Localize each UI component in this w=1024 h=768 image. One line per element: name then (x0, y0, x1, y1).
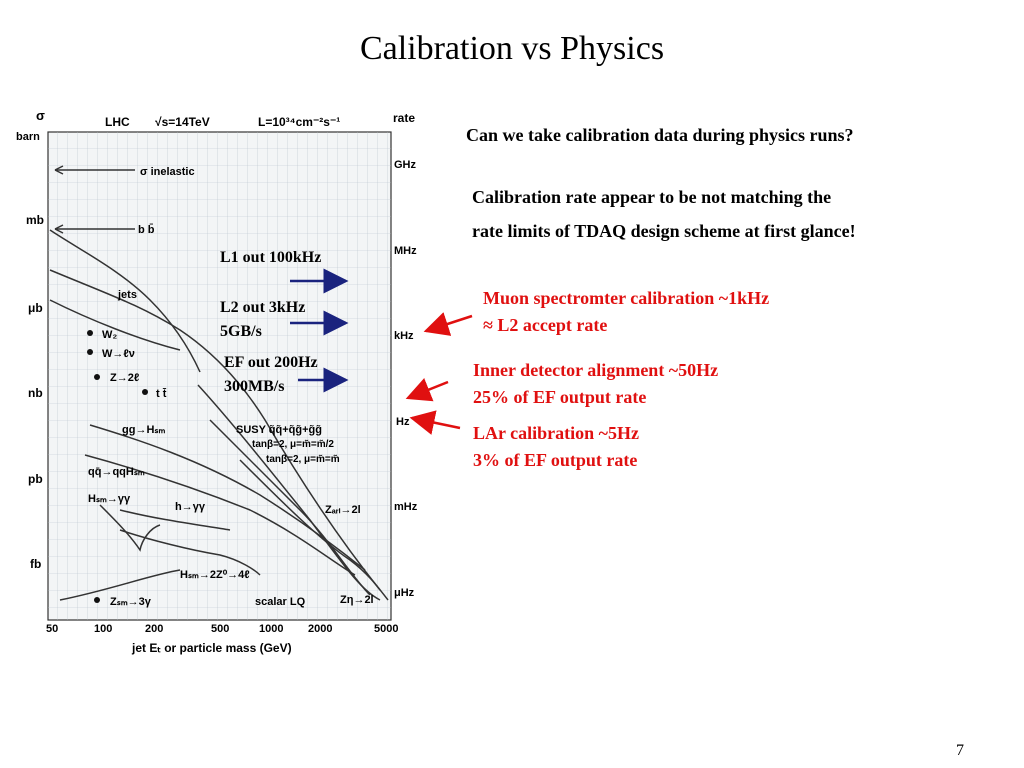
label-susy1: SUSY q̃q̃+q̃g̃+g̃g̃ (236, 424, 322, 436)
label-wz: W₂ (102, 329, 117, 341)
curve-hgg (119, 509, 231, 531)
label-hsmgg: Hₛₘ→γγ (88, 493, 131, 505)
sigma-label: σ (36, 108, 45, 123)
y-right-khz: kHz (394, 330, 414, 342)
x-tick-1000: 1000 (259, 623, 283, 635)
curve-h4l (119, 529, 261, 576)
question-text: Can we take calibration data during phys… (466, 125, 854, 145)
curve-qqh (84, 454, 356, 576)
ef-annotation-line2: 300MB/s (224, 378, 285, 395)
rate-label: rate (393, 111, 415, 125)
curve-z (49, 299, 181, 351)
label-inelastic: σ inelastic (140, 166, 195, 178)
y-left-ub: μb (28, 301, 43, 315)
label-wlnu: W→ℓν (102, 348, 135, 360)
y-right-mhz: MHz (394, 245, 417, 257)
label-scalarlq: scalar LQ (255, 596, 306, 608)
calib-line-1: Calibration rate appear to be not matchi… (472, 187, 832, 207)
lar-line-2: 3% of EF output rate (473, 450, 638, 470)
header-lumi: L=10³⁴cm⁻²s⁻¹ (258, 115, 340, 129)
curve-zarl (239, 459, 389, 601)
muon-calibration-note: Muon spectromter calibration ~1kHz ≈ L2 … (483, 285, 769, 339)
lar-arrow (409, 410, 461, 435)
x-tick-50: 50 (46, 623, 58, 635)
label-hgg: h→γγ (175, 501, 206, 513)
barn-label: barn (16, 131, 40, 143)
lar-line-1: LAr calibration ~5Hz (473, 423, 640, 443)
label-tt: t t̄ (156, 388, 167, 400)
page-number: 7 (956, 742, 964, 759)
x-tick-5000: 5000 (374, 623, 398, 635)
curve-w (49, 229, 201, 373)
y-left-mb: mb (26, 213, 44, 227)
curve-hsmgg (99, 504, 161, 552)
label-zsm3g: Zₛₘ→3γ (110, 596, 152, 608)
x-tick-500: 500 (211, 623, 229, 635)
curve-zsm (59, 569, 181, 601)
muon-line-1: Muon spectromter calibration ~1kHz (483, 288, 770, 308)
x-tick-100: 100 (94, 623, 112, 635)
inner-line-2: 25% of EF output rate (473, 387, 647, 407)
muon-arrow (423, 312, 473, 336)
ef-annotation-line1: EF out 200Hz (224, 354, 318, 371)
label-susy3: tanβ=2, μ=m̃=m̃ (266, 454, 340, 465)
y-right-millihz: mHz (394, 501, 418, 513)
label-bb: b b̄ (138, 224, 155, 236)
slide-title: Calibration vs Physics (359, 30, 665, 67)
y-right-ghz: GHz (394, 159, 417, 171)
inner-line-1: Inner detector alignment ~50Hz (473, 360, 719, 380)
x-axis-label: jet Eₜ or particle mass (GeV) (131, 641, 292, 655)
header-energy: √s=14TeV (155, 115, 210, 129)
label-gghsm: gg→Hₛₘ (122, 424, 165, 436)
inner-arrow (405, 378, 449, 402)
l2-annotation-line2: 5GB/s (220, 323, 262, 340)
calib-line-2: rate limits of TDAQ design scheme at fir… (472, 221, 856, 241)
l1-annotation: L1 out 100kHz (220, 249, 322, 266)
label-susy2: tanβ=2, μ=m̃=m̃/2 (252, 439, 334, 450)
y-left-pb: pb (28, 472, 43, 486)
label-hsm4l: Hₛₘ→2Z⁰→4ℓ (180, 569, 250, 581)
label-zeta2l: Zη→2l (340, 594, 374, 606)
l2-annotation-line1: L2 out 3kHz (220, 299, 306, 316)
x-tick-200: 200 (145, 623, 163, 635)
label-z2l: Z→2ℓ (110, 372, 139, 384)
y-left-fb: fb (30, 557, 41, 571)
inner-detector-note: Inner detector alignment ~50Hz 25% of EF… (473, 357, 718, 411)
label-zarl: Zₐᵣₗ→2l (325, 504, 361, 516)
muon-line-2: ≈ L2 accept rate (483, 315, 608, 335)
y-right-microhz: μHz (394, 587, 415, 599)
label-qqhsm: qq̄→qqHₛₘ (88, 466, 145, 478)
calibration-statement: Calibration rate appear to be not matchi… (472, 180, 856, 248)
x-tick-2000: 2000 (308, 623, 332, 635)
label-jets: jets (117, 289, 137, 301)
y-right-hz: Hz (396, 416, 410, 428)
curve-jets (49, 269, 381, 591)
curve-gghsm (89, 424, 366, 571)
y-left-nb: nb (28, 386, 43, 400)
header-lhc: LHC (105, 115, 130, 129)
lar-calibration-note: LAr calibration ~5Hz 3% of EF output rat… (473, 420, 639, 474)
